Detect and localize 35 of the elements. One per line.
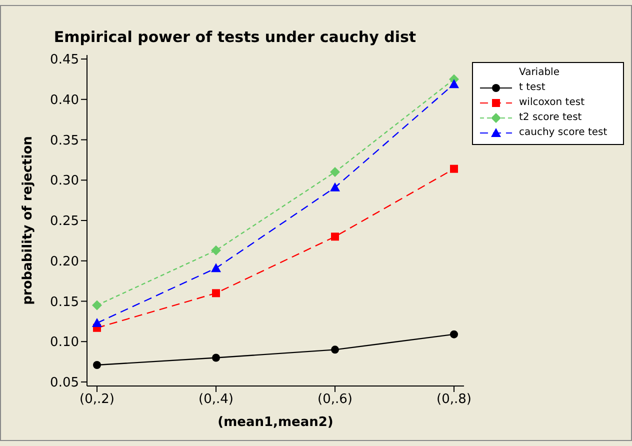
x-tick-label: (0,.8) — [436, 392, 472, 408]
x-tick-label: (0,.4) — [198, 392, 234, 408]
point — [331, 346, 339, 354]
legend-label: t test — [519, 82, 546, 93]
point — [331, 232, 339, 241]
point — [450, 164, 458, 173]
legend-label: wilcoxon test — [519, 97, 584, 108]
point — [93, 361, 101, 370]
x-tick-label: (0,.2) — [80, 392, 114, 408]
point — [211, 263, 221, 272]
y-tick-label: 0.40 — [50, 93, 79, 108]
point — [211, 245, 221, 256]
point — [450, 330, 458, 338]
point — [212, 354, 220, 362]
y-tick-label: 0.45 — [50, 52, 79, 68]
y-tick-label: 0.10 — [50, 335, 79, 350]
y-tick-label: 0.30 — [50, 174, 79, 189]
y-tick-label: 0.05 — [50, 376, 79, 391]
point — [449, 79, 459, 88]
point — [330, 182, 340, 192]
legend-label: cauchy score test — [519, 127, 608, 138]
x-tick-label: (0,.6) — [318, 392, 352, 408]
point — [212, 289, 220, 298]
point — [330, 167, 340, 178]
y-tick-label: 0.15 — [50, 294, 79, 310]
y-tick-label: 0.35 — [50, 133, 79, 148]
y-tick-label: 0.25 — [50, 214, 79, 230]
y-tick-label: 0.20 — [50, 254, 79, 270]
chart-title: Empirical power of tests under cauchy dist — [52, 28, 418, 46]
point — [92, 318, 102, 328]
legend-label: t2 score test — [519, 112, 582, 123]
point — [92, 300, 102, 310]
y-axis-title: probability of rejection — [20, 136, 36, 305]
legend-title: Variable — [518, 67, 560, 78]
x-axis-title: (mean1,mean2) — [218, 415, 334, 430]
